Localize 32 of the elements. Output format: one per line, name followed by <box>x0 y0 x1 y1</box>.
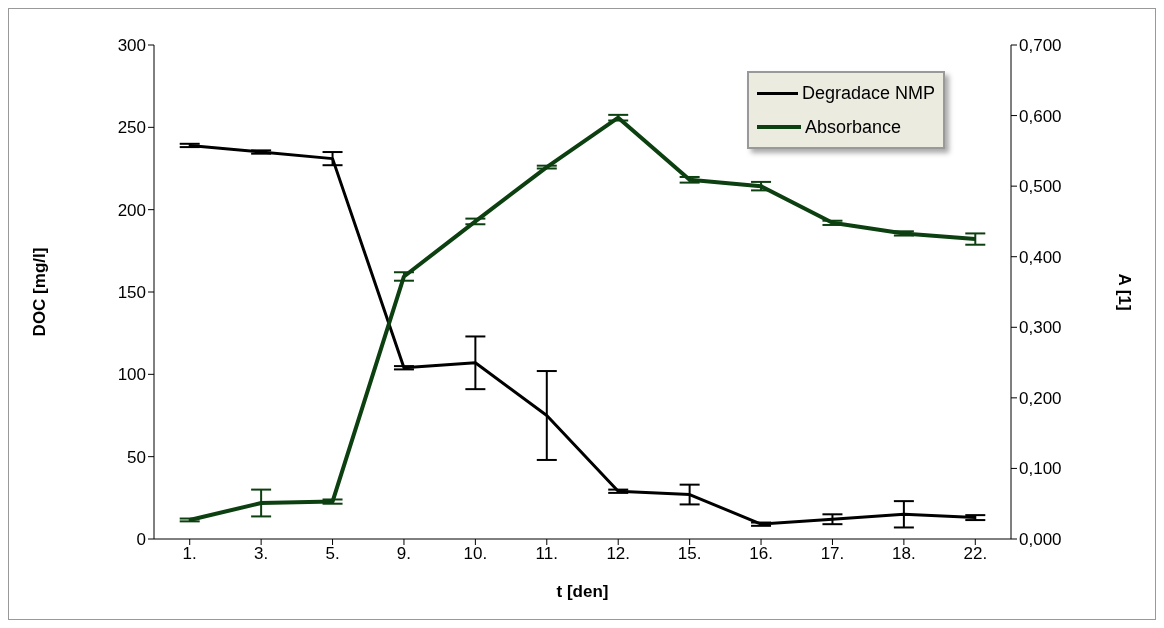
x-tick-label: 10. <box>463 544 488 564</box>
x-tick-label: 3. <box>254 544 269 564</box>
x-tick-label: 18. <box>892 544 916 564</box>
y2-axis-title: A [1] <box>1114 273 1134 311</box>
y-tick-label: 250 <box>117 118 146 138</box>
y2-tick-label: 0,700 <box>1019 36 1062 56</box>
y2-tick-label: 0,200 <box>1019 388 1062 408</box>
y2-tick-label: 0,100 <box>1019 459 1062 479</box>
y-tick-label: 150 <box>117 283 146 303</box>
y-tick-label: 300 <box>117 36 146 56</box>
y2-tick-label: 0,000 <box>1019 530 1062 550</box>
y2-tick-label: 0,300 <box>1019 318 1062 338</box>
x-tick-label: 12. <box>606 544 631 564</box>
x-tick-label: 15. <box>677 544 702 564</box>
y2-tick-label: 0,500 <box>1019 177 1062 197</box>
x-tick-label: 5. <box>325 544 340 564</box>
y-tick-label: 0 <box>136 530 146 550</box>
x-tick-label: 1. <box>182 544 197 564</box>
y-axis-title: DOC [mg/l] <box>30 247 50 337</box>
y2-tick-label: 0,400 <box>1019 247 1062 267</box>
x-axis-title: t [den] <box>556 582 609 601</box>
x-tick-label: 22. <box>963 544 988 564</box>
legend-label: Degradace NMP <box>801 82 935 105</box>
y-tick-label: 50 <box>127 447 146 467</box>
x-tick-label: 9. <box>396 544 412 564</box>
y-tick-label: 200 <box>117 200 146 220</box>
y2-tick-label: 0,600 <box>1019 106 1062 126</box>
y-tick-label: 100 <box>117 365 146 385</box>
x-tick-label: 17. <box>820 544 845 564</box>
legend-label: Absorbance <box>805 116 902 139</box>
x-tick-label: 11. <box>535 544 558 564</box>
x-tick-label: 16. <box>749 544 773 564</box>
